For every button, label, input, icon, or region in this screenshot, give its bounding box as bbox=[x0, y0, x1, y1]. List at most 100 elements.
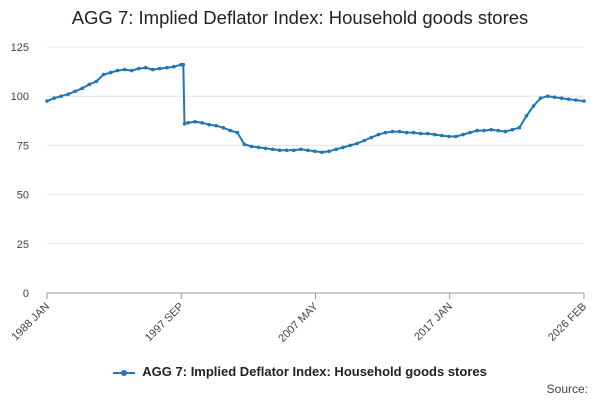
y-tick-label: 100 bbox=[11, 91, 29, 103]
data-point[interactable] bbox=[383, 130, 388, 135]
data-point[interactable] bbox=[390, 129, 395, 134]
y-tick-label: 0 bbox=[23, 288, 29, 300]
data-point[interactable] bbox=[503, 129, 508, 134]
data-point[interactable] bbox=[52, 96, 56, 100]
data-point[interactable] bbox=[136, 66, 141, 71]
data-point[interactable] bbox=[341, 145, 345, 150]
data-point[interactable] bbox=[531, 104, 536, 108]
data-point[interactable] bbox=[433, 132, 437, 137]
data-point[interactable] bbox=[489, 127, 494, 132]
data-point[interactable] bbox=[468, 130, 472, 135]
data-point[interactable] bbox=[263, 146, 268, 151]
data-point[interactable] bbox=[418, 131, 423, 136]
data-point[interactable] bbox=[454, 134, 458, 139]
x-tick-label: 1988 JAN bbox=[9, 301, 52, 344]
data-point[interactable] bbox=[193, 120, 197, 124]
data-point[interactable] bbox=[256, 145, 261, 150]
data-point[interactable] bbox=[362, 138, 367, 143]
data-point[interactable] bbox=[582, 99, 586, 103]
data-point[interactable] bbox=[299, 147, 303, 152]
data-point[interactable] bbox=[496, 128, 501, 133]
data-point[interactable] bbox=[207, 122, 211, 127]
y-tick-label: 75 bbox=[17, 140, 29, 152]
x-tick-label: 2026 FEB bbox=[546, 301, 589, 344]
data-point[interactable] bbox=[214, 123, 218, 128]
data-point[interactable] bbox=[94, 79, 99, 84]
data-point[interactable] bbox=[404, 130, 409, 135]
legend-line-marker bbox=[113, 368, 136, 378]
data-point[interactable] bbox=[574, 98, 578, 102]
data-point[interactable] bbox=[59, 94, 63, 98]
data-point[interactable] bbox=[524, 114, 529, 118]
data-point[interactable] bbox=[242, 142, 247, 147]
y-tick-label: 125 bbox=[11, 42, 29, 54]
data-point[interactable] bbox=[284, 148, 289, 153]
data-point[interactable] bbox=[306, 148, 310, 153]
data-point[interactable] bbox=[425, 131, 430, 136]
legend-label: AGG 7: Implied Deflator Index: Household… bbox=[142, 364, 487, 379]
data-point[interactable] bbox=[348, 143, 353, 148]
data-point[interactable] bbox=[566, 97, 571, 101]
data-point[interactable] bbox=[115, 68, 120, 73]
data-point[interactable] bbox=[249, 144, 254, 149]
series-line bbox=[46, 63, 585, 154]
data-point[interactable] bbox=[172, 64, 176, 69]
data-point[interactable] bbox=[545, 94, 550, 98]
data-point[interactable] bbox=[200, 121, 204, 125]
x-tick-label: 2017 JAN bbox=[412, 301, 455, 344]
y-tick-label: 50 bbox=[17, 190, 29, 202]
x-axis: 1988 JAN 1997 SEP 2007 MAY 2017 JAN 2026 FEB bbox=[9, 293, 589, 345]
data-point[interactable] bbox=[313, 149, 317, 154]
x-tick-label: 1997 SEP bbox=[143, 301, 187, 345]
data-point[interactable] bbox=[87, 82, 92, 87]
legend[interactable]: AGG 7: Implied Deflator Index: Household… bbox=[0, 364, 600, 379]
x-tick-label: 2007 MAY bbox=[276, 300, 321, 345]
data-point[interactable] bbox=[228, 128, 233, 133]
data-point[interactable] bbox=[320, 150, 324, 155]
data-point[interactable] bbox=[369, 135, 374, 140]
data-point[interactable] bbox=[411, 130, 416, 135]
data-point[interactable] bbox=[151, 67, 155, 72]
data-point[interactable] bbox=[475, 128, 479, 133]
data-point[interactable] bbox=[122, 67, 127, 72]
data-point[interactable] bbox=[292, 148, 296, 153]
data-point[interactable] bbox=[182, 122, 187, 126]
data-point[interactable] bbox=[80, 86, 85, 91]
data-point[interactable] bbox=[355, 141, 360, 146]
data-point[interactable] bbox=[538, 96, 543, 100]
data-point[interactable] bbox=[447, 134, 451, 139]
data-point[interactable] bbox=[101, 72, 106, 77]
gridlines bbox=[47, 46, 584, 294]
data-point[interactable] bbox=[517, 125, 522, 130]
data-point[interactable] bbox=[181, 62, 186, 67]
data-point[interactable] bbox=[66, 92, 70, 96]
source-note: Source: bbox=[546, 382, 588, 396]
data-point[interactable] bbox=[559, 96, 564, 100]
data-point[interactable] bbox=[461, 132, 465, 137]
data-point[interactable] bbox=[510, 127, 515, 132]
data-point[interactable] bbox=[165, 65, 169, 70]
data-point[interactable] bbox=[45, 99, 49, 103]
data-point[interactable] bbox=[334, 147, 338, 152]
data-point[interactable] bbox=[376, 132, 381, 137]
data-point[interactable] bbox=[221, 125, 226, 130]
data-point[interactable] bbox=[108, 70, 113, 75]
data-point[interactable] bbox=[129, 68, 134, 73]
data-point[interactable] bbox=[143, 65, 148, 70]
data-point[interactable] bbox=[482, 128, 486, 133]
y-axis-ticks: 0 25 50 75 100 125 bbox=[11, 42, 29, 300]
data-point[interactable] bbox=[270, 147, 275, 152]
data-point[interactable] bbox=[277, 148, 282, 153]
series-layer bbox=[45, 62, 586, 155]
data-point[interactable] bbox=[327, 149, 331, 154]
data-point[interactable] bbox=[186, 121, 190, 125]
chart-title: AGG 7: Implied Deflator Index: Household… bbox=[71, 7, 529, 28]
y-tick-label: 25 bbox=[17, 239, 29, 251]
data-point[interactable] bbox=[552, 95, 557, 99]
data-point[interactable] bbox=[158, 66, 162, 71]
data-point[interactable] bbox=[397, 129, 402, 134]
data-point[interactable] bbox=[235, 130, 240, 135]
data-point[interactable] bbox=[440, 133, 444, 138]
data-point[interactable] bbox=[73, 89, 77, 94]
